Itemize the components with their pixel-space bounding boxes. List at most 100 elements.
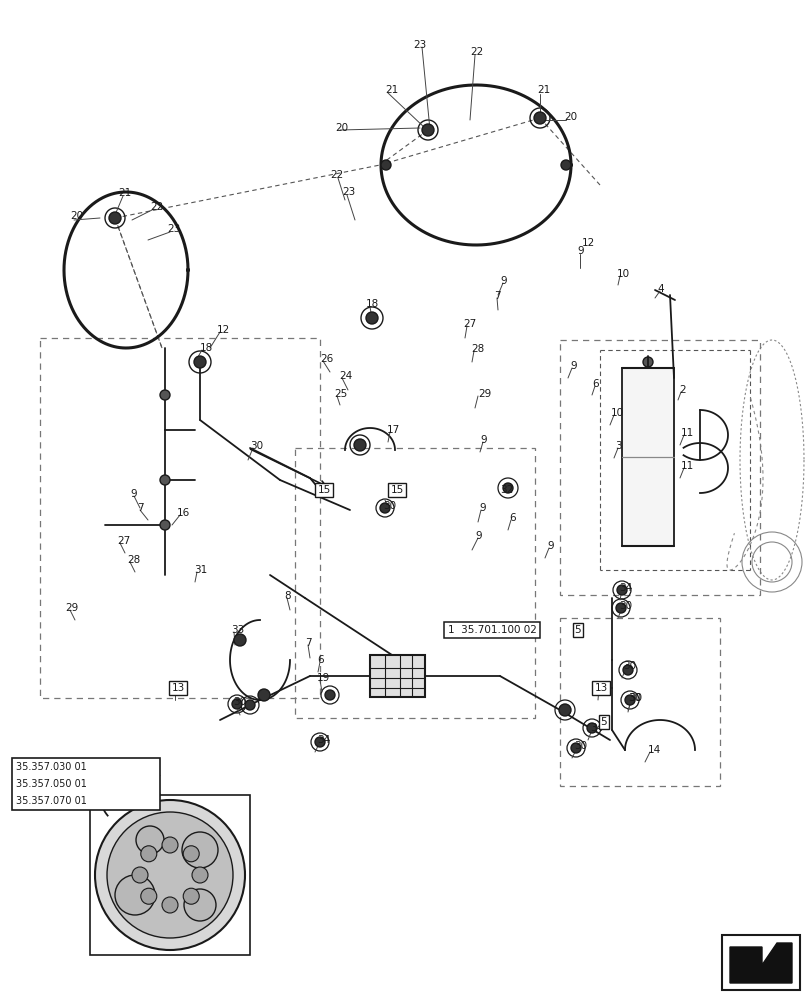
Circle shape (258, 689, 270, 701)
Text: 23: 23 (341, 187, 355, 197)
Circle shape (184, 889, 216, 921)
Circle shape (160, 520, 169, 530)
Text: 30: 30 (383, 501, 396, 511)
Circle shape (422, 124, 433, 136)
Bar (12, 758, 160, 810)
Circle shape (132, 867, 148, 883)
Text: 2: 2 (678, 385, 684, 395)
Circle shape (534, 112, 545, 124)
Text: 9: 9 (478, 503, 485, 513)
Text: 35.357.050 01: 35.357.050 01 (16, 779, 87, 789)
Text: 9: 9 (479, 435, 486, 445)
Bar (90, 795, 250, 955)
Text: 18: 18 (366, 299, 379, 309)
Text: 33: 33 (230, 625, 244, 635)
Text: 13: 13 (595, 681, 608, 691)
Text: 27: 27 (462, 319, 476, 329)
Text: 22: 22 (329, 170, 343, 180)
Circle shape (380, 160, 391, 170)
Circle shape (107, 812, 233, 938)
Text: 9: 9 (577, 246, 583, 256)
Text: 10: 10 (610, 408, 624, 418)
Text: 9: 9 (500, 276, 506, 286)
Text: 23: 23 (413, 40, 426, 50)
Text: 9: 9 (474, 531, 481, 541)
Text: 6: 6 (508, 513, 515, 523)
Text: 20: 20 (335, 123, 348, 133)
Circle shape (115, 875, 155, 915)
Bar (294, 448, 534, 718)
Circle shape (162, 837, 178, 853)
Bar (560, 340, 759, 595)
Text: 30: 30 (233, 697, 246, 707)
Text: 28: 28 (127, 555, 140, 565)
Circle shape (622, 665, 633, 675)
Text: 30: 30 (627, 693, 641, 703)
Text: 6: 6 (316, 655, 324, 665)
Text: 30: 30 (622, 661, 635, 671)
Circle shape (366, 312, 378, 324)
Text: 34: 34 (590, 723, 603, 733)
Circle shape (95, 800, 245, 950)
Text: 11: 11 (680, 428, 693, 438)
Text: 1  35.701.100 02: 1 35.701.100 02 (447, 625, 536, 635)
Text: 15: 15 (317, 485, 330, 495)
Text: 7: 7 (137, 503, 144, 513)
Text: 15: 15 (390, 485, 403, 495)
Text: 32: 32 (500, 485, 513, 495)
Text: 9: 9 (569, 361, 576, 371)
Circle shape (135, 826, 164, 854)
Circle shape (380, 503, 389, 513)
Text: 13: 13 (172, 681, 185, 691)
Circle shape (183, 846, 199, 862)
Text: 18: 18 (200, 343, 213, 353)
Text: 22: 22 (470, 47, 483, 57)
Text: 12: 12 (581, 238, 594, 248)
Text: 20: 20 (564, 112, 577, 122)
Text: 35.357.070 01: 35.357.070 01 (16, 796, 87, 806)
Text: 28: 28 (470, 344, 483, 354)
Text: 5: 5 (574, 625, 581, 635)
Circle shape (234, 634, 246, 646)
Text: 10: 10 (616, 269, 629, 279)
Circle shape (558, 704, 570, 716)
Circle shape (140, 846, 157, 862)
Circle shape (586, 723, 596, 733)
Circle shape (160, 475, 169, 485)
Text: 35.357.030 01: 35.357.030 01 (16, 762, 87, 772)
Circle shape (315, 737, 324, 747)
Text: 11: 11 (680, 461, 693, 471)
Text: 22: 22 (150, 202, 163, 212)
Text: 14: 14 (647, 745, 660, 755)
Text: 4: 4 (656, 284, 663, 294)
Text: 24: 24 (338, 371, 352, 381)
Text: 19: 19 (316, 673, 330, 683)
Text: 20: 20 (70, 211, 83, 221)
Text: 23: 23 (167, 224, 180, 234)
Text: 8: 8 (284, 591, 290, 601)
Circle shape (162, 897, 178, 913)
Text: 9: 9 (130, 489, 136, 499)
Text: 31: 31 (194, 565, 207, 575)
Circle shape (616, 585, 626, 595)
Text: 16: 16 (177, 508, 190, 518)
Text: 25: 25 (333, 389, 347, 399)
Circle shape (642, 357, 652, 367)
Circle shape (616, 603, 625, 613)
Bar (721, 935, 799, 990)
Polygon shape (729, 943, 791, 983)
Text: 26: 26 (320, 354, 333, 364)
Text: 21: 21 (118, 188, 131, 198)
Circle shape (324, 690, 335, 700)
Circle shape (183, 888, 199, 904)
Circle shape (245, 700, 255, 710)
Text: 21: 21 (536, 85, 550, 95)
Text: 9: 9 (547, 541, 553, 551)
Text: 5: 5 (600, 717, 607, 727)
Text: 30: 30 (250, 441, 263, 451)
Circle shape (160, 390, 169, 400)
Text: 21: 21 (384, 85, 397, 95)
Bar (40, 338, 320, 698)
Text: 7: 7 (493, 291, 500, 301)
Text: 30: 30 (573, 741, 586, 751)
